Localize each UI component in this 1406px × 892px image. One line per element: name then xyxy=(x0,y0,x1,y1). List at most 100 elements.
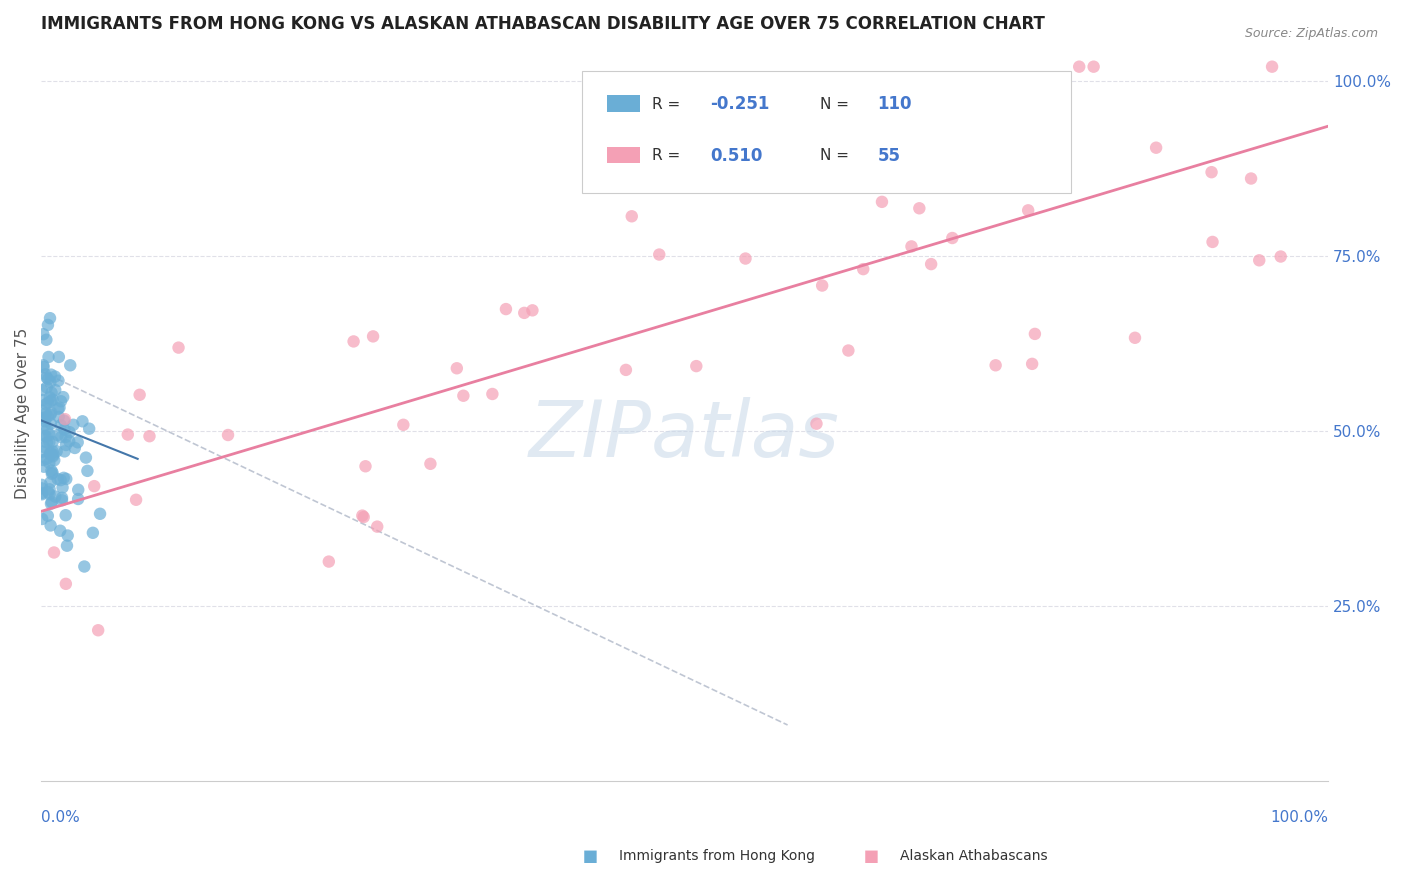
Point xyxy=(62,417,84,432)
Point xyxy=(31,478,53,492)
Point xyxy=(31,411,53,425)
Text: Source: ZipAtlas.com: Source: ZipAtlas.com xyxy=(1244,27,1378,40)
Point xyxy=(32,440,55,454)
Point xyxy=(39,408,62,422)
Point xyxy=(51,493,73,508)
Point xyxy=(37,395,59,409)
Point xyxy=(45,444,67,458)
Point xyxy=(920,257,942,271)
Point xyxy=(52,471,75,485)
Point xyxy=(51,480,73,494)
Point xyxy=(495,302,517,317)
Point xyxy=(1201,235,1223,249)
Point xyxy=(38,434,60,449)
Point xyxy=(31,487,53,501)
Point xyxy=(1083,60,1105,74)
Point xyxy=(39,475,62,490)
Point xyxy=(77,422,100,436)
Point xyxy=(41,392,63,407)
Point xyxy=(53,412,76,426)
Point xyxy=(56,528,79,542)
Point xyxy=(44,453,66,467)
Point xyxy=(49,473,72,487)
Point xyxy=(42,449,65,463)
Point xyxy=(35,406,58,420)
Point xyxy=(38,350,60,364)
Point xyxy=(53,444,76,458)
Point xyxy=(34,429,56,443)
Point xyxy=(37,409,59,424)
Point xyxy=(1249,253,1271,268)
FancyBboxPatch shape xyxy=(582,71,1071,193)
Point xyxy=(353,510,375,524)
Text: 100.0%: 100.0% xyxy=(1270,811,1329,825)
Point xyxy=(44,369,66,384)
Point xyxy=(685,359,707,373)
Point xyxy=(59,359,82,373)
Point xyxy=(35,333,58,347)
Point xyxy=(366,519,388,533)
Point xyxy=(52,390,75,404)
Point xyxy=(38,447,60,461)
Point xyxy=(806,417,828,431)
Point xyxy=(984,359,1007,373)
Point xyxy=(513,306,536,320)
Point xyxy=(55,508,77,523)
Point xyxy=(342,334,364,349)
Point xyxy=(35,370,58,384)
Point xyxy=(870,194,893,209)
Point xyxy=(46,428,69,442)
Point xyxy=(620,209,643,223)
Point xyxy=(51,491,73,505)
Point xyxy=(41,385,63,400)
Point xyxy=(38,456,60,470)
FancyBboxPatch shape xyxy=(607,147,640,163)
Point xyxy=(32,459,55,474)
Point xyxy=(66,435,89,450)
Point xyxy=(38,487,60,501)
Point xyxy=(167,341,190,355)
Point xyxy=(32,360,55,375)
Point xyxy=(72,414,94,428)
Point xyxy=(811,278,834,293)
Point xyxy=(318,555,340,569)
Text: -0.251: -0.251 xyxy=(710,95,769,113)
Point xyxy=(55,472,77,486)
Point xyxy=(41,464,63,478)
Point xyxy=(941,231,963,245)
Point xyxy=(58,434,80,449)
Point xyxy=(37,423,59,437)
Point xyxy=(117,427,139,442)
Point xyxy=(35,435,58,450)
Point xyxy=(34,414,56,428)
Point xyxy=(852,262,875,277)
Point xyxy=(31,392,53,407)
Point xyxy=(53,414,76,428)
Point xyxy=(37,485,59,500)
Point xyxy=(48,401,70,415)
Point xyxy=(31,512,53,526)
Point xyxy=(56,539,79,553)
Point xyxy=(138,429,160,443)
Point xyxy=(217,428,239,442)
Point xyxy=(75,450,97,465)
Point xyxy=(953,119,976,133)
Point xyxy=(67,483,90,497)
Point xyxy=(522,303,544,318)
Text: ZIPatlas: ZIPatlas xyxy=(529,398,839,474)
Point xyxy=(837,343,859,358)
Point xyxy=(908,201,931,215)
Text: IMMIGRANTS FROM HONG KONG VS ALASKAN ATHABASCAN DISABILITY AGE OVER 75 CORRELATI: IMMIGRANTS FROM HONG KONG VS ALASKAN ATH… xyxy=(41,15,1045,33)
Point xyxy=(39,518,62,533)
Text: Alaskan Athabascans: Alaskan Athabascans xyxy=(900,849,1047,863)
Point xyxy=(48,374,70,388)
Point xyxy=(39,497,62,511)
Point xyxy=(39,446,62,460)
Point xyxy=(44,490,66,504)
Point xyxy=(1201,165,1223,179)
Text: R =: R = xyxy=(652,97,686,112)
Point xyxy=(1240,171,1263,186)
Point xyxy=(453,389,475,403)
Point xyxy=(41,444,63,458)
Point xyxy=(39,375,62,389)
